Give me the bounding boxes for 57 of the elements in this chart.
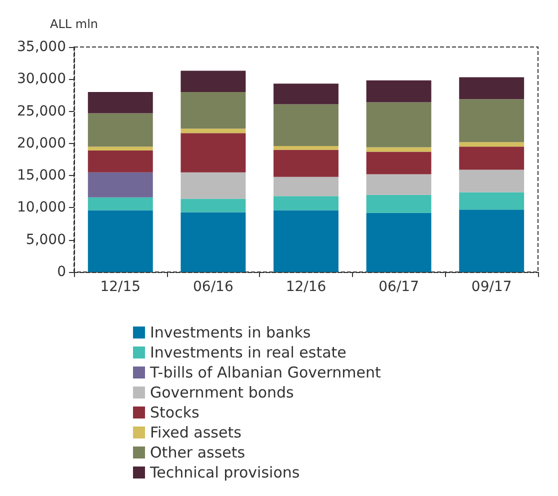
bar <box>88 210 153 272</box>
y-tick-label: 0 <box>57 264 66 280</box>
bar <box>459 192 524 210</box>
x-tick-label: 06/17 <box>378 279 419 295</box>
y-axis-title: ALL mln <box>50 17 98 31</box>
legend-label: Government bonds <box>150 384 294 402</box>
bar <box>366 80 432 102</box>
bar <box>366 147 432 152</box>
bar <box>180 133 246 172</box>
y-tick-label: 25,000 <box>17 103 66 120</box>
y-tick-label: 15,000 <box>17 168 66 184</box>
bar <box>180 92 246 129</box>
bar <box>459 99 524 142</box>
y-tick-label: 30,000 <box>17 71 66 88</box>
x-tick-label: 12/15 <box>100 279 141 295</box>
bar <box>459 77 524 100</box>
bar <box>180 70 246 92</box>
bar <box>180 128 246 134</box>
bar <box>274 196 338 210</box>
bar <box>180 212 246 272</box>
y-tick-label: 10,000 <box>17 200 66 216</box>
bar <box>366 102 432 148</box>
bar <box>366 212 432 272</box>
bar <box>180 198 246 212</box>
bar <box>180 172 246 199</box>
bar <box>274 104 338 146</box>
bar <box>459 146 524 170</box>
x-tick-label: 06/16 <box>193 279 234 295</box>
legend-label: Investments in banks <box>150 324 311 342</box>
bar <box>459 170 524 192</box>
legend-label: T-bills of Albanian Government <box>149 364 381 382</box>
bar <box>274 176 338 196</box>
bar <box>88 113 153 147</box>
bar <box>88 172 153 198</box>
bar <box>366 152 432 174</box>
legend-label: Stocks <box>150 404 200 422</box>
legend-label: Technical provisions <box>149 464 300 482</box>
bar <box>459 142 524 147</box>
bar <box>88 197 153 210</box>
legend-label: Investments in real estate <box>150 344 346 362</box>
x-tick-label: 12/16 <box>286 279 326 295</box>
legend-label: Fixed assets <box>150 424 242 442</box>
y-tick-label: 20,000 <box>17 135 66 152</box>
bar <box>459 210 524 272</box>
x-tick-label: 09/17 <box>471 279 512 295</box>
y-tick-label: 35,000 <box>17 39 66 55</box>
bar <box>274 150 338 177</box>
legend-label: Other assets <box>150 444 246 462</box>
bar <box>274 146 338 150</box>
bar <box>88 146 153 150</box>
bar <box>88 92 153 114</box>
bar <box>274 210 338 272</box>
bar <box>366 174 432 195</box>
y-tick-label: 5,000 <box>26 232 66 248</box>
bar <box>88 150 153 172</box>
bar <box>274 84 338 104</box>
bar <box>366 194 432 213</box>
